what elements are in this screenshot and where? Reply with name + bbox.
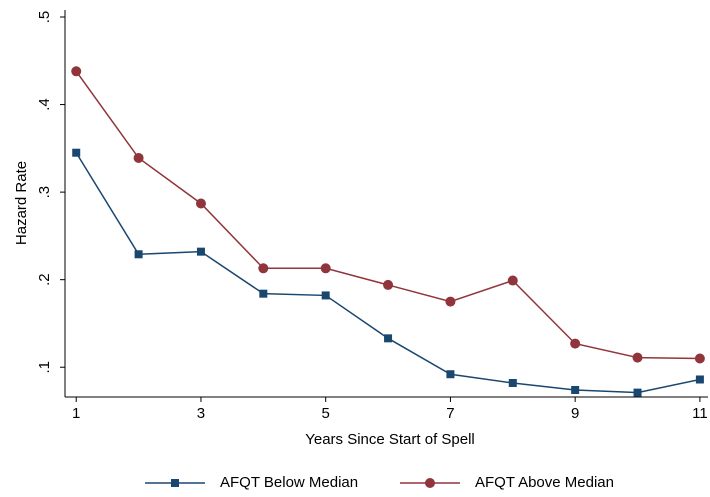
data-point: [384, 334, 393, 343]
data-point: [507, 275, 518, 286]
data-point: [632, 352, 643, 363]
y-axis-title: Hazard Rate: [13, 161, 30, 245]
y-tick-label: .3: [36, 186, 53, 199]
legend-label: AFQT Above Median: [475, 474, 614, 491]
legend-label: AFQT Below Median: [220, 474, 358, 491]
x-tick-label: 1: [72, 405, 80, 422]
data-point: [71, 66, 82, 77]
data-point: [695, 375, 704, 384]
data-point: [321, 291, 330, 300]
data-point: [134, 250, 143, 259]
data-point: [196, 247, 205, 256]
data-point: [694, 353, 705, 364]
x-tick-label: 7: [446, 405, 454, 422]
data-point: [446, 370, 455, 379]
data-point: [320, 263, 331, 274]
data-point: [445, 296, 456, 307]
data-point: [571, 385, 580, 394]
y-tick-label: .4: [36, 98, 53, 111]
data-point: [570, 338, 581, 349]
data-point: [72, 148, 81, 157]
data-point: [383, 279, 394, 290]
data-point: [133, 152, 144, 163]
data-point: [258, 263, 269, 274]
legend-marker: [425, 478, 435, 488]
legend-marker: [171, 479, 179, 487]
y-tick-label: .2: [36, 273, 53, 286]
x-tick-label: 9: [571, 405, 579, 422]
y-tick-label: .1: [36, 361, 53, 374]
x-tick-label: 5: [322, 405, 330, 422]
data-point: [633, 388, 642, 397]
data-point: [259, 289, 268, 298]
x-axis-title: Years Since Start of Spell: [305, 431, 475, 448]
data-point: [195, 198, 206, 209]
data-point: [508, 378, 517, 387]
y-tick-label: .5: [36, 11, 53, 24]
x-tick-label: 3: [197, 405, 205, 422]
x-tick-label: 11: [692, 405, 708, 422]
